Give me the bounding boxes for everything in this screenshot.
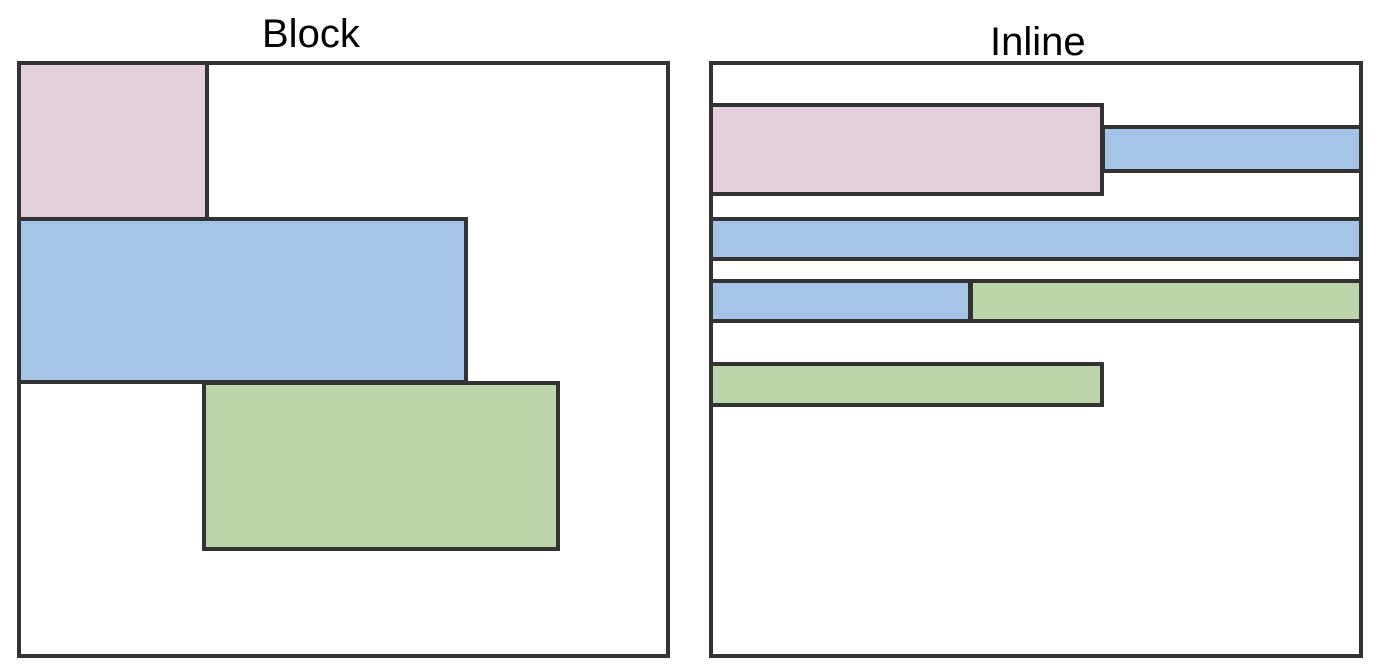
block-panel <box>17 61 670 658</box>
inline-panel <box>709 61 1363 658</box>
inline-blue-box-line3 <box>709 279 972 323</box>
inline-blue-box-line1 <box>1101 125 1363 173</box>
block-blue-box <box>17 217 468 384</box>
inline-pink-box <box>709 103 1104 196</box>
block-pink-box <box>17 61 209 221</box>
inline-green-box-line4 <box>709 362 1104 407</box>
inline-green-box-line3 <box>969 279 1363 323</box>
inline-blue-box-line2 <box>709 217 1363 261</box>
block-green-box <box>202 381 560 551</box>
inline-title: Inline <box>990 20 1086 64</box>
block-title: Block <box>262 12 360 56</box>
